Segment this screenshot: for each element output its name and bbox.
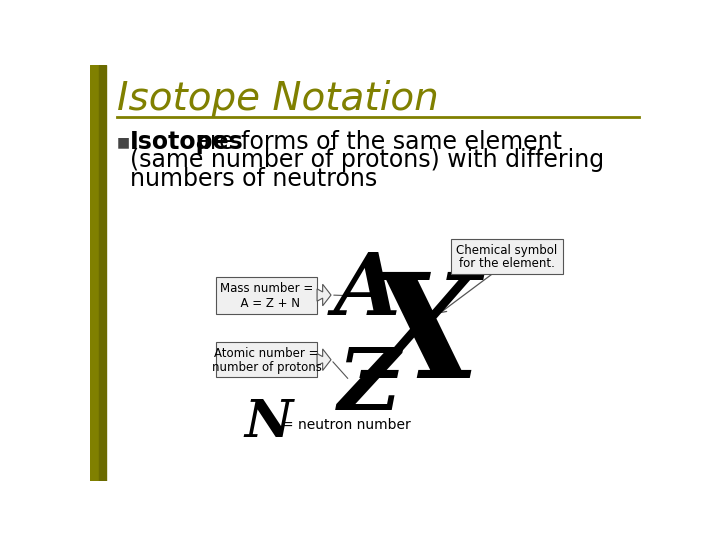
Text: number of protons: number of protons (212, 361, 322, 374)
Bar (216, 276, 317, 314)
Bar (99, 65, 106, 481)
Text: Isotopes: Isotopes (130, 130, 244, 154)
Text: A = Z + N: A = Z + N (233, 296, 300, 309)
Text: for the element.: for the element. (459, 257, 555, 270)
Bar (90, 65, 99, 481)
Polygon shape (317, 349, 331, 370)
Text: (same number of protons) with differing: (same number of protons) with differing (130, 148, 604, 172)
Text: Chemical symbol: Chemical symbol (456, 244, 557, 256)
Bar (216, 342, 317, 377)
FancyBboxPatch shape (451, 239, 563, 274)
Text: Mass number =: Mass number = (220, 282, 313, 295)
Text: Isotope Notation: Isotope Notation (117, 80, 439, 118)
Text: A: A (334, 248, 401, 332)
Text: are forms of the same element: are forms of the same element (189, 130, 562, 154)
Text: ■: ■ (117, 135, 130, 149)
Text: numbers of neutrons: numbers of neutrons (130, 167, 377, 191)
Text: Z: Z (338, 344, 400, 428)
Polygon shape (317, 284, 331, 306)
Text: = neutron number: = neutron number (282, 418, 411, 432)
Text: N: N (244, 397, 292, 448)
Text: Atomic number =: Atomic number = (215, 347, 319, 360)
Text: X: X (366, 267, 480, 409)
